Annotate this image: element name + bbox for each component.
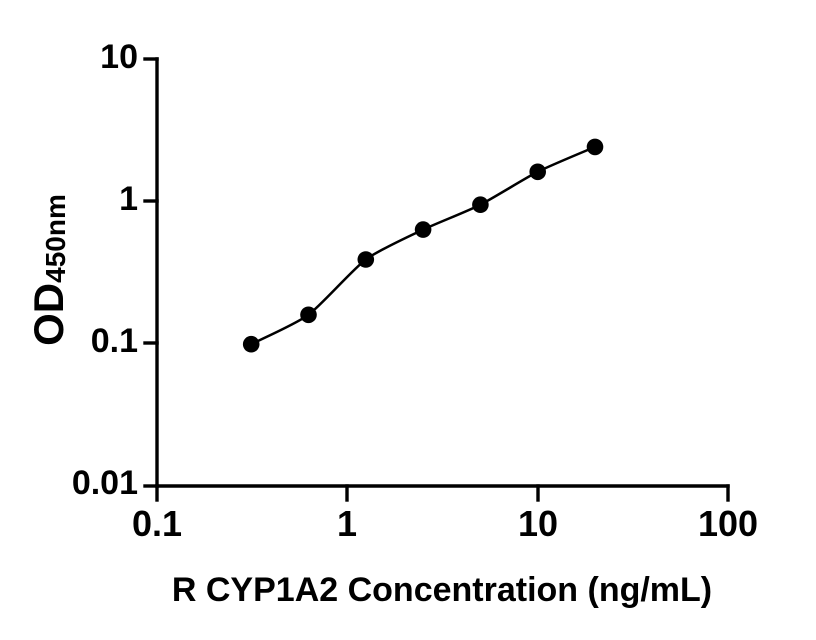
svg-text:0.1: 0.1 (132, 503, 182, 544)
svg-text:10: 10 (518, 503, 558, 544)
svg-text:1: 1 (337, 503, 357, 544)
svg-text:0.1: 0.1 (91, 322, 138, 360)
svg-text:1: 1 (119, 180, 138, 218)
svg-text:0.01: 0.01 (72, 464, 138, 502)
svg-text:R CYP1A2 Concentration (ng/mL): R CYP1A2 Concentration (ng/mL) (172, 571, 712, 609)
svg-text:100: 100 (698, 503, 758, 544)
svg-text:10: 10 (100, 38, 138, 76)
